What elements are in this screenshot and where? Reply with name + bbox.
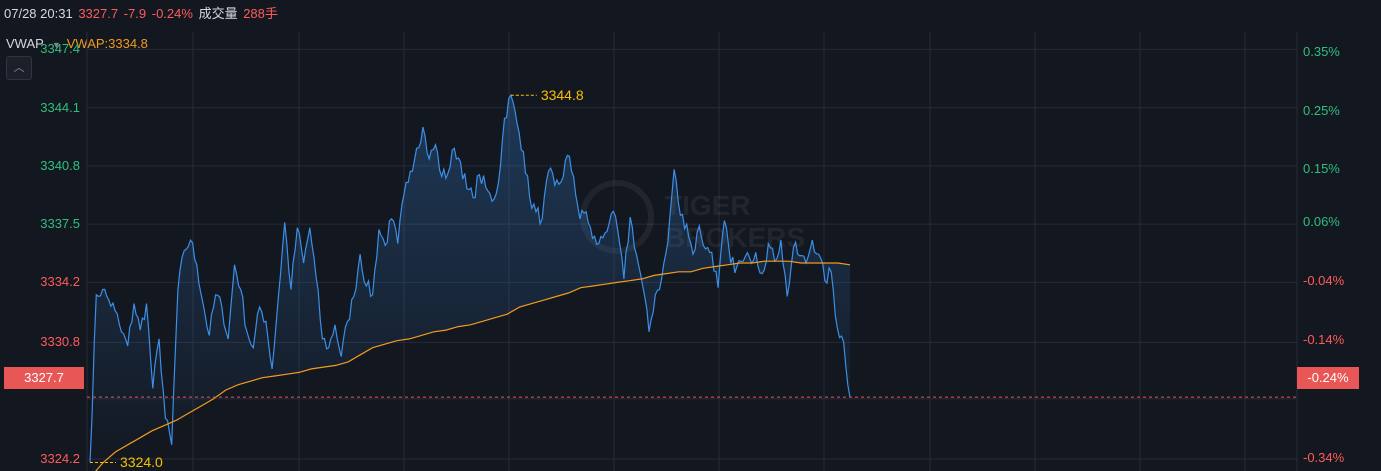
price-area-fill xyxy=(90,95,850,471)
indicator-selector[interactable]: VWAP xyxy=(6,36,44,51)
percent-tick-label: 0.06% xyxy=(1303,214,1340,230)
quote-summary: 07/28 20:31 3327.7 -7.9 -0.24% 成交量 288手 xyxy=(4,4,280,24)
current-percent-tag: -0.24% xyxy=(1297,367,1359,389)
percent-tick-label: 0.15% xyxy=(1303,161,1340,177)
percent-tick-label: 0.35% xyxy=(1303,43,1340,59)
percent-tick-label: 0.25% xyxy=(1303,102,1340,118)
chevron-up-icon: ︿ xyxy=(13,61,25,74)
percent-tick-label: -0.04% xyxy=(1303,273,1345,289)
price-tick-label: 3330.8 xyxy=(40,334,80,350)
high-price-label: 3344.8 xyxy=(540,87,584,104)
current-price-tag: 3327.7 xyxy=(4,367,84,389)
price-tick-label: 3340.8 xyxy=(40,157,80,173)
price-tick-label: 3334.2 xyxy=(40,274,80,290)
price-tick-label: 3344.1 xyxy=(40,99,80,115)
low-price-label: 3324.0 xyxy=(120,454,163,471)
quote-change-percent: -0.24% xyxy=(151,6,193,21)
price-tick-label: 3337.5 xyxy=(40,216,80,232)
price-line xyxy=(89,93,851,463)
quote-datetime: 07/28 20:31 xyxy=(4,6,73,21)
percent-tick-label: -0.14% xyxy=(1303,332,1345,348)
collapse-button[interactable]: ︿ xyxy=(6,56,32,80)
price-tick-label: 3324.2 xyxy=(40,450,80,466)
volume-value: 288手 xyxy=(243,6,278,21)
percent-tick-label: -0.34% xyxy=(1303,449,1345,465)
caret-down-icon[interactable]: ▼ xyxy=(51,40,61,50)
vwap-line xyxy=(95,260,851,471)
quote-price: 3327.7 xyxy=(78,6,119,21)
price-tick-label: 3347.4 xyxy=(40,41,80,57)
quote-change: -7.9 xyxy=(123,6,147,21)
volume-label: 成交量 xyxy=(198,6,238,21)
